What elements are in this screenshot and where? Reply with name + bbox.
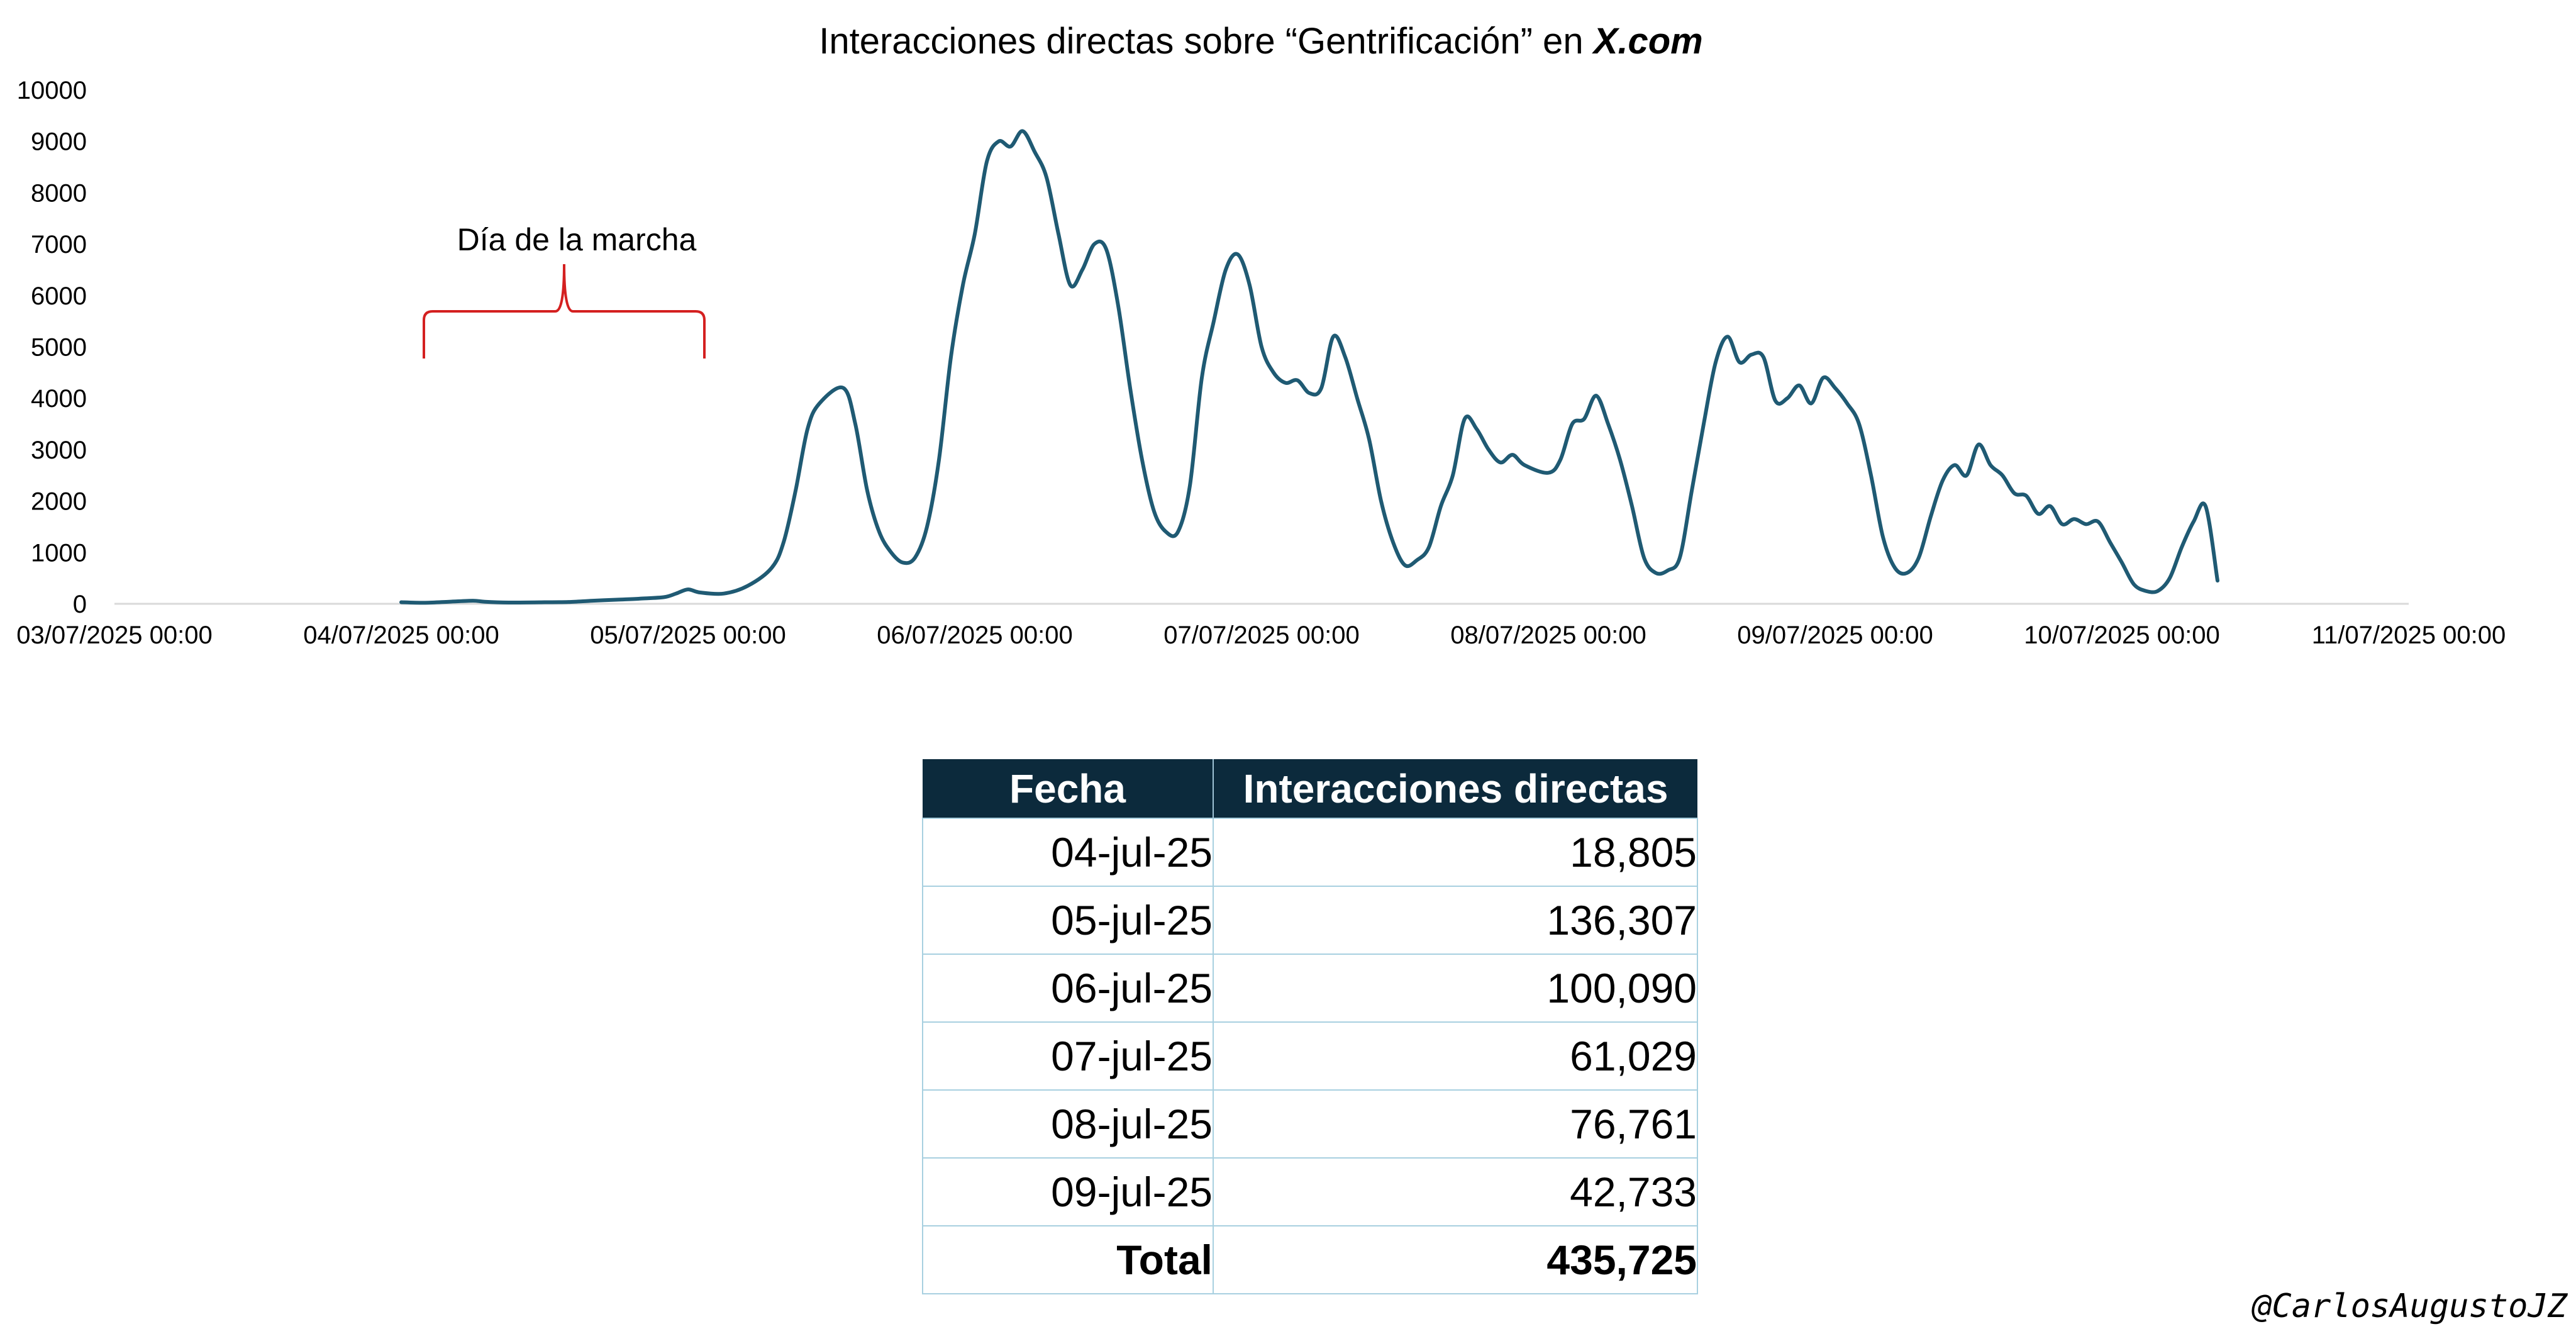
table-row: 09-jul-25 42,733	[922, 1157, 1698, 1226]
y-tick-label: 6000	[31, 282, 87, 310]
summary-table: Fecha Interacciones directas 04-jul-25 1…	[922, 759, 1698, 1294]
y-tick-label: 2000	[31, 488, 87, 516]
x-tick-label: 05/07/2025 00:00	[590, 621, 786, 649]
y-tick-label: 9000	[31, 128, 87, 156]
x-tick-label: 09/07/2025 00:00	[1737, 621, 1933, 649]
y-tick-label: 8000	[31, 179, 87, 207]
x-tick-label: 11/07/2025 00:00	[2312, 621, 2506, 649]
y-tick-label: 10000	[17, 77, 87, 104]
x-tick-label: 10/07/2025 00:00	[2024, 621, 2219, 649]
x-tick-label: 03/07/2025 00:00	[16, 621, 212, 649]
author-credit: @CarlosAugustoJZ	[2252, 1287, 2567, 1325]
header-fecha: Fecha	[923, 759, 1214, 818]
cell-interacciones: 76,761	[1213, 1089, 1698, 1159]
y-axis-ticks: 0 1000 2000 3000 4000 5000 6000 7000 8000 9000 100…	[17, 77, 87, 618]
x-tick-label: 04/07/2025 00:00	[303, 621, 499, 649]
table-row: 08-jul-25 76,761	[922, 1089, 1698, 1159]
table-total-row: Total 435,725	[922, 1225, 1698, 1294]
x-tick-label: 08/07/2025 00:00	[1450, 621, 1646, 649]
header-interacciones: Interacciones directas	[1213, 759, 1697, 818]
cell-total-label: Total	[922, 1225, 1214, 1294]
y-tick-label: 7000	[31, 231, 87, 259]
cell-fecha: 08-jul-25	[922, 1089, 1214, 1159]
chart-title-brand: X.com	[1592, 21, 1703, 62]
y-tick-label: 1000	[31, 539, 87, 567]
x-tick-label: 07/07/2025 00:00	[1163, 621, 1359, 649]
cell-interacciones: 61,029	[1213, 1021, 1698, 1091]
cell-interacciones: 42,733	[1213, 1157, 1698, 1226]
y-tick-label: 5000	[31, 334, 87, 362]
y-tick-label: 3000	[31, 437, 87, 464]
cell-interacciones: 100,090	[1213, 954, 1698, 1023]
cell-fecha: 04-jul-25	[922, 818, 1214, 887]
series-line-interacciones	[399, 129, 2219, 605]
cell-fecha: 09-jul-25	[922, 1157, 1214, 1226]
y-tick-label: 4000	[31, 385, 87, 413]
cell-fecha: 06-jul-25	[922, 954, 1214, 1023]
y-tick-label: 0	[73, 591, 87, 618]
annotation-brace	[423, 264, 706, 359]
chart-title-main: Interacciones directas sobre “Gentrifica…	[819, 21, 1593, 62]
line-chart: Interacciones directas sobre “Gentrifica…	[16, 21, 2506, 649]
x-axis-ticks: 03/07/2025 00:00 04/07/2025 00:00 05/07/20…	[16, 621, 2506, 649]
table-row: 06-jul-25 100,090	[922, 954, 1698, 1023]
annotation-label: Día de la marcha	[457, 222, 697, 257]
cell-fecha: 05-jul-25	[922, 886, 1214, 955]
x-tick-label: 06/07/2025 00:00	[877, 621, 1072, 649]
table-row: 04-jul-25 18,805	[922, 818, 1698, 887]
table-header-row: Fecha Interacciones directas	[923, 759, 1697, 818]
cell-fecha: 07-jul-25	[922, 1021, 1214, 1091]
cell-interacciones: 18,805	[1213, 818, 1698, 887]
cell-total-value: 435,725	[1213, 1225, 1698, 1294]
table-row: 07-jul-25 61,029	[922, 1021, 1698, 1091]
table-row: 05-jul-25 136,307	[922, 886, 1698, 955]
cell-interacciones: 136,307	[1213, 886, 1698, 955]
chart-title: Interacciones directas sobre “Gentrifica…	[819, 21, 1703, 62]
